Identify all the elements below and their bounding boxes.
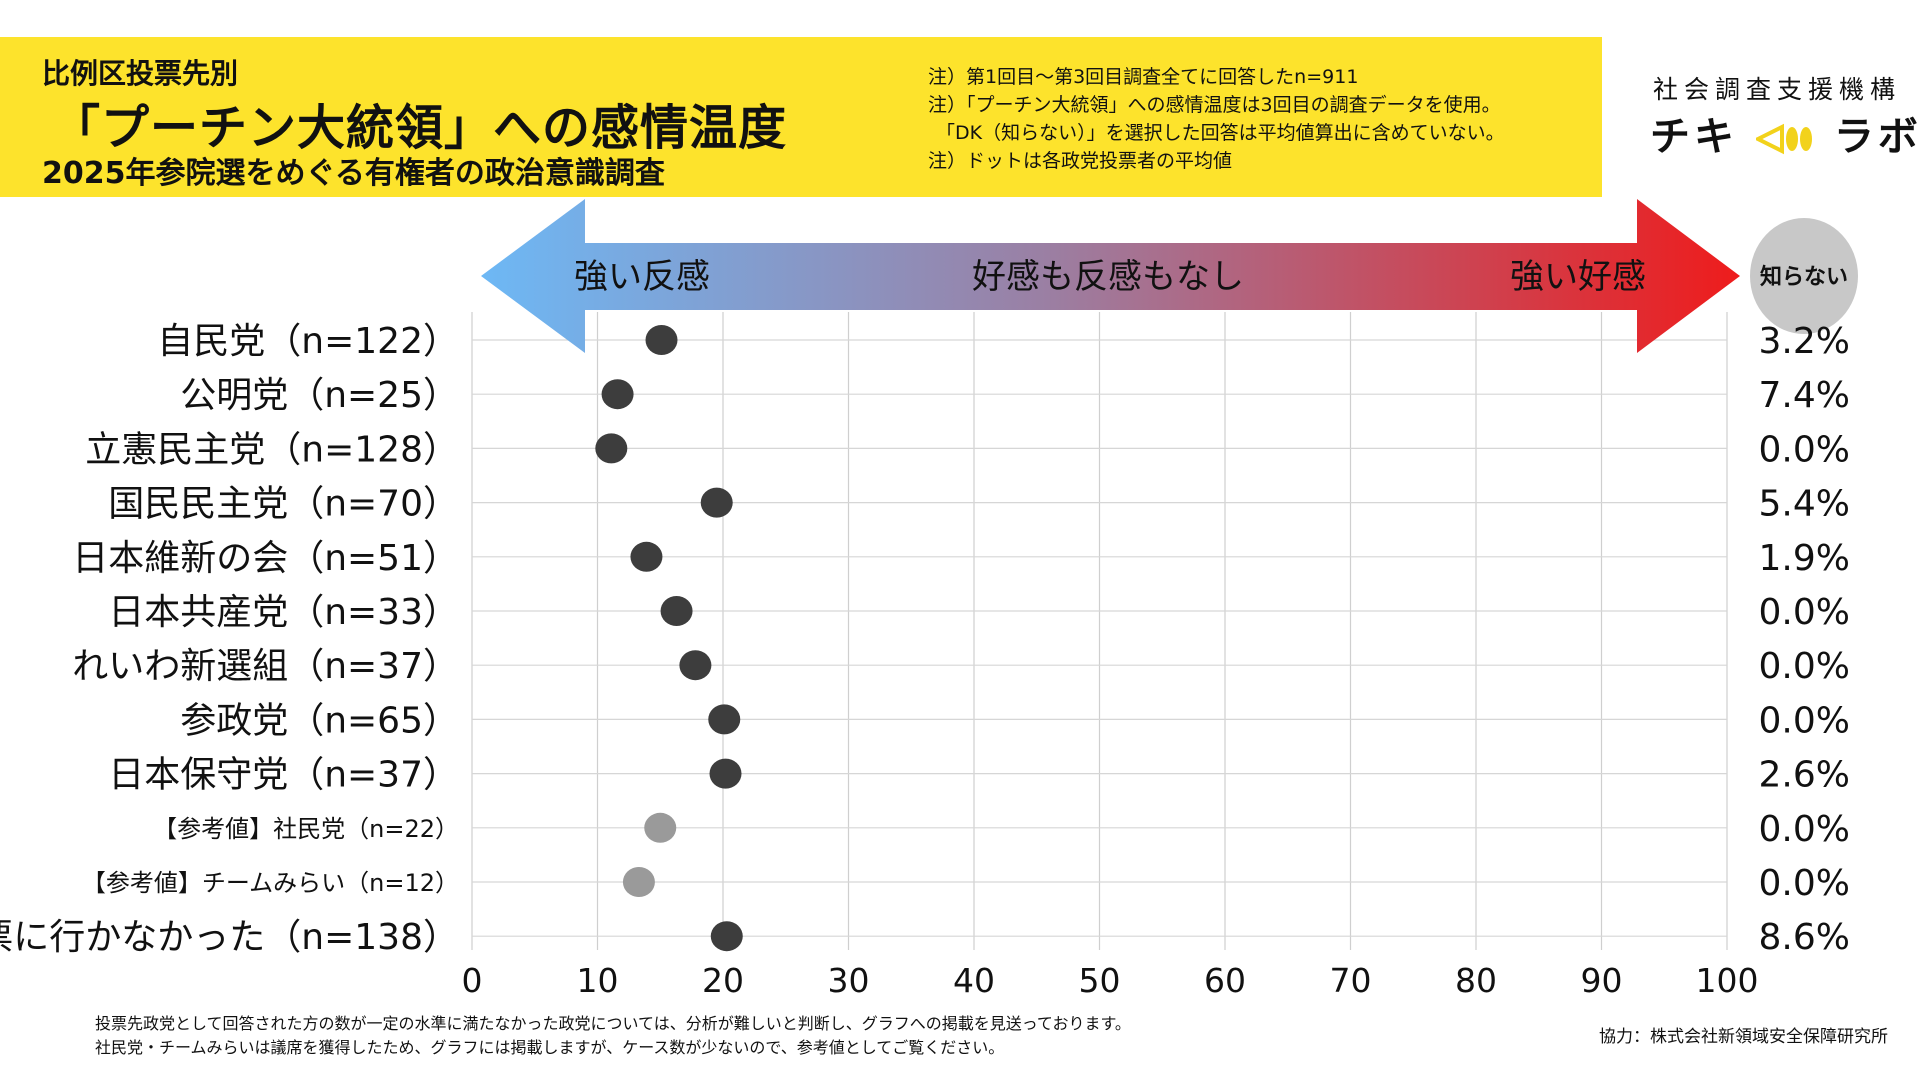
footer-note-2: 社民党・チームみらいは議席を獲得したため、グラフには掲載しますが、ケース数が少な… <box>95 1038 1005 1057</box>
x-tick-label: 50 <box>1079 961 1121 1000</box>
arrow-label-center: 好感も反感もなし <box>972 257 1244 297</box>
dk-percent-label: 7.4% <box>1759 375 1850 416</box>
dk-percent-label: 0.0% <box>1759 809 1850 850</box>
credit: 協力：株式会社新領域安全保障研究所 <box>1599 1027 1888 1047</box>
category-label: 投票に行かなかった（n=138） <box>0 917 459 958</box>
data-point <box>700 487 733 518</box>
footer-note-1: 投票先政党として回答された方の数が一定の水準に満たなかった政党については、分析が… <box>95 1014 1131 1033</box>
note-1: 注）第1回目〜第3回目調査全てに回答したn=911 <box>928 66 1359 88</box>
chart-subtitle: 2025年参院選をめぐる有権者の政治意識調査 <box>42 156 665 191</box>
logo-text-right: ラボ <box>1833 114 1920 160</box>
chart-kicker: 比例区投票先別 <box>42 57 239 90</box>
x-tick-label: 90 <box>1581 961 1623 1000</box>
note-3: 「DK（知らない）」を選択した回答は平均値算出に含めていない。 <box>936 122 1505 144</box>
x-tick-label: 70 <box>1330 961 1372 1000</box>
data-point <box>660 596 693 626</box>
logo-text-left: チキ <box>1650 114 1738 160</box>
data-point <box>622 867 655 897</box>
logo-org-name: 社会調査支援機構 <box>1653 75 1902 104</box>
sentiment-arrow <box>481 199 1740 353</box>
logo-megaphone-icon <box>1753 123 1812 155</box>
dk-percent-label: 2.6% <box>1759 755 1850 796</box>
x-tick-label: 10 <box>577 961 619 1000</box>
x-tick-label: 60 <box>1204 961 1246 1000</box>
data-point <box>595 433 628 464</box>
data-point <box>710 921 743 952</box>
data-point <box>709 758 742 789</box>
dk-percent-label: 3.2% <box>1759 321 1850 362</box>
dk-header-pill <box>1750 218 1858 334</box>
category-label: 【参考値】チームみらい（n=12） <box>82 869 459 897</box>
category-label: 【参考値】社民党（n=22） <box>153 815 459 843</box>
dk-percent-label: 5.4% <box>1759 484 1850 525</box>
chart-title: 「プーチン大統領」への感情温度 <box>52 100 788 156</box>
data-point <box>708 704 741 735</box>
category-label: 公明党（n=25） <box>180 375 459 416</box>
x-tick-label: 30 <box>828 961 870 1000</box>
category-label: れいわ新選組（n=37） <box>72 646 459 687</box>
category-label: 参政党（n=65） <box>180 700 459 741</box>
x-tick-label: 20 <box>702 961 744 1000</box>
dk-percent-label: 8.6% <box>1759 917 1850 958</box>
category-label: 国民民主党（n=70） <box>108 484 459 525</box>
x-tick-label: 40 <box>953 961 995 1000</box>
logo: チキ ラボ <box>1650 104 1920 162</box>
category-label: 日本共産党（n=33） <box>108 592 459 633</box>
data-point <box>601 379 634 410</box>
data-point <box>645 325 678 355</box>
title-banner <box>0 37 1602 197</box>
category-label: 自民党（n=122） <box>157 321 459 362</box>
dk-percent-label: 0.0% <box>1759 863 1850 904</box>
category-label: 日本保守党（n=37） <box>108 755 459 796</box>
dk-header: 知らない <box>1760 264 1848 290</box>
x-tick-label: 80 <box>1455 961 1497 1000</box>
data-point <box>679 650 712 681</box>
dk-percent-label: 0.0% <box>1759 700 1850 741</box>
dk-percent-label: 1.9% <box>1759 538 1850 579</box>
data-point <box>630 541 663 572</box>
category-label: 立憲民主党（n=128） <box>85 429 459 470</box>
category-label: 日本維新の会（n=51） <box>72 538 459 579</box>
note-2: 注）「プーチン大統領」への感情温度は3回目の調査データを使用。 <box>928 94 1501 116</box>
arrow-label-right: 強い好感 <box>1510 257 1646 297</box>
dk-percent-label: 0.0% <box>1759 646 1850 687</box>
dk-percent-label: 0.0% <box>1759 429 1850 470</box>
note-4: 注）ドットは各政党投票者の平均値 <box>928 150 1233 172</box>
data-point <box>644 812 677 843</box>
arrow-label-left: 強い反感 <box>574 257 710 297</box>
dk-percent-label: 0.0% <box>1759 592 1850 633</box>
x-tick-label: 0 <box>462 961 483 1000</box>
grid <box>471 312 1728 950</box>
x-tick-label: 100 <box>1696 961 1759 1000</box>
